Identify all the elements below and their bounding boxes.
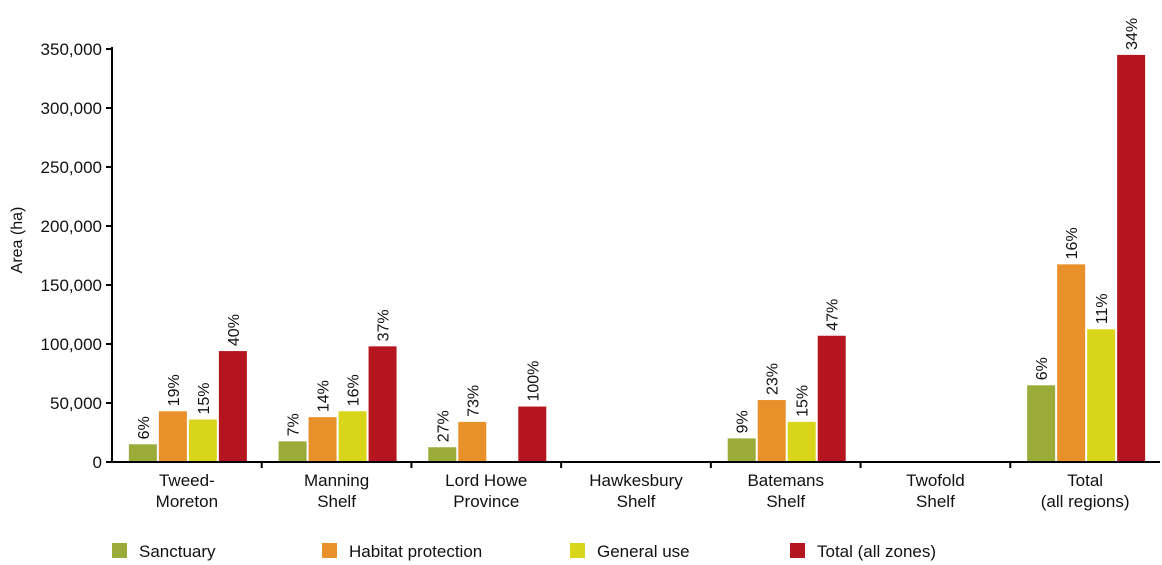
bar bbox=[787, 421, 816, 462]
data-label: 19% bbox=[166, 374, 183, 406]
category-label: Manning bbox=[304, 471, 369, 490]
legend-swatch bbox=[790, 543, 805, 558]
y-tick-label: 50,000 bbox=[50, 394, 102, 413]
category-label: Shelf bbox=[317, 492, 356, 511]
y-tick-label: 300,000 bbox=[41, 99, 102, 118]
category-label: Tweed- bbox=[159, 471, 215, 490]
category-label: Batemans bbox=[747, 471, 824, 490]
legend-item: General use bbox=[570, 542, 690, 561]
category-label: Province bbox=[453, 492, 519, 511]
legend-item: Habitat protection bbox=[322, 542, 482, 561]
data-label: 100% bbox=[525, 361, 542, 402]
data-label: 34% bbox=[1124, 18, 1141, 50]
bar bbox=[188, 419, 217, 462]
data-label: 6% bbox=[136, 416, 153, 439]
bar bbox=[368, 346, 397, 462]
data-label: 16% bbox=[1064, 227, 1081, 259]
data-label: 9% bbox=[735, 410, 752, 433]
y-tick-label: 100,000 bbox=[41, 335, 102, 354]
bar bbox=[1117, 54, 1146, 463]
data-label: 73% bbox=[465, 385, 482, 417]
y-tick-label: 200,000 bbox=[41, 217, 102, 236]
bar bbox=[158, 411, 187, 462]
y-tick-label: 250,000 bbox=[41, 158, 102, 177]
data-label: 16% bbox=[346, 374, 363, 406]
bar bbox=[458, 421, 487, 462]
data-label: 15% bbox=[196, 382, 213, 414]
data-label: 37% bbox=[376, 309, 393, 341]
bar bbox=[338, 411, 367, 462]
category-label: Shelf bbox=[617, 492, 656, 511]
bar bbox=[727, 438, 756, 462]
category-label: Moreton bbox=[156, 492, 218, 511]
bar bbox=[1057, 264, 1086, 462]
category-label: Shelf bbox=[916, 492, 955, 511]
category-label: Hawkesbury bbox=[589, 471, 683, 490]
y-tick-label: 350,000 bbox=[41, 40, 102, 59]
legend-label: General use bbox=[597, 542, 690, 561]
legend-label: Sanctuary bbox=[139, 542, 216, 561]
data-label: 6% bbox=[1034, 357, 1051, 380]
category-label: Total bbox=[1067, 471, 1103, 490]
data-label: 15% bbox=[795, 385, 812, 417]
x-axis: Tweed- Moreton Manning Shelf Lord Howe Provin… bbox=[112, 461, 1160, 511]
legend: Sanctuary Habitat protection General use To… bbox=[112, 542, 936, 561]
y-tick-label: 150,000 bbox=[41, 276, 102, 295]
legend-item: Sanctuary bbox=[112, 542, 216, 561]
data-label: 40% bbox=[226, 314, 243, 346]
data-label: 14% bbox=[316, 380, 333, 412]
bar bbox=[278, 441, 307, 462]
data-label: 27% bbox=[435, 410, 452, 442]
bar bbox=[817, 335, 846, 462]
y-axis-title: Area (ha) bbox=[9, 207, 26, 274]
data-label: 7% bbox=[286, 413, 303, 436]
data-label: 11% bbox=[1094, 293, 1111, 324]
category-label: Twofold bbox=[906, 471, 965, 490]
y-axis: 0 50,000 100,000 150,000 200,000 250,000 300,0… bbox=[41, 40, 113, 472]
bars: 6% 19% 15% 40% 7% 14% 16% 37% 27% 73% 100% 9% 23% 15%… bbox=[128, 18, 1146, 463]
bar bbox=[218, 351, 247, 462]
data-label: 47% bbox=[825, 299, 842, 331]
legend-item: Total (all zones) bbox=[790, 542, 936, 561]
bar bbox=[428, 447, 457, 462]
legend-label: Habitat protection bbox=[349, 542, 482, 561]
legend-swatch bbox=[112, 543, 127, 558]
data-label: 23% bbox=[765, 363, 782, 395]
category-label: Lord Howe bbox=[445, 471, 527, 490]
bar bbox=[1027, 385, 1056, 462]
legend-swatch bbox=[322, 543, 337, 558]
legend-swatch bbox=[570, 543, 585, 558]
category-label: (all regions) bbox=[1041, 492, 1130, 511]
y-tick-label: 0 bbox=[93, 453, 102, 472]
bar bbox=[757, 400, 786, 462]
bar bbox=[308, 417, 337, 462]
legend-label: Total (all zones) bbox=[817, 542, 936, 561]
bar bbox=[1087, 329, 1116, 462]
category-label: Shelf bbox=[766, 492, 805, 511]
bar bbox=[518, 406, 547, 462]
bar bbox=[128, 444, 157, 462]
